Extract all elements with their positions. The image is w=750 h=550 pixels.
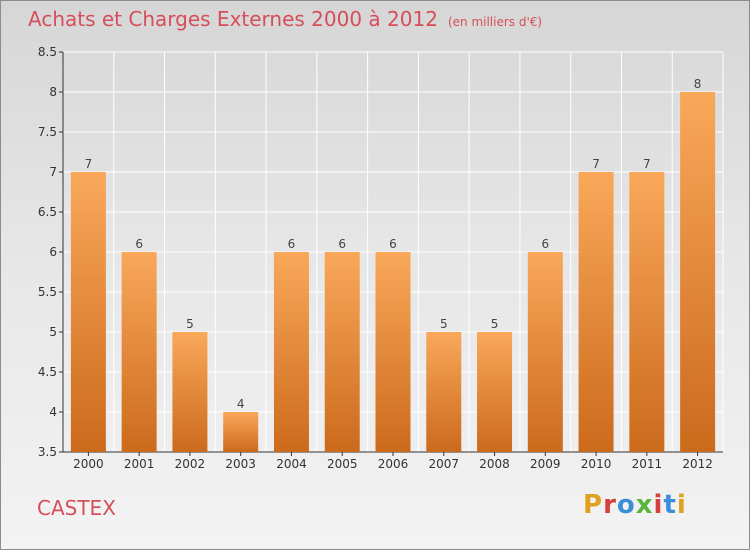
logo-letter: r (603, 490, 617, 520)
bars (70, 92, 716, 452)
x-tick-label-2012: 2012 (682, 457, 713, 471)
data-label-2003: 4 (237, 397, 245, 411)
data-label-2011: 7 (643, 157, 651, 171)
y-tick-label: 3.5 (38, 445, 57, 459)
labels: 3.5 4 4.5 5 5.5 6 6.5 7 7.5 8 8.5 7 2000 6 2001 5 2002 4 2… (38, 45, 713, 471)
bar-2000 (70, 172, 106, 452)
data-label-2009: 6 (541, 237, 549, 251)
data-label-2012: 8 (694, 77, 702, 91)
chart-subtitle: (en milliers d'€) (447, 15, 543, 29)
bar-2001 (121, 252, 157, 452)
proxiti-logo[interactable]: Proxiti (583, 490, 687, 520)
title-text: Achats et Charges Externes 2000 à 2012 (28, 7, 438, 31)
x-tick-label-2001: 2001 (124, 457, 155, 471)
bar-2005 (324, 252, 360, 452)
logo-letter: t (663, 490, 677, 520)
data-label-2006: 6 (389, 237, 397, 251)
x-tick-label-2009: 2009 (530, 457, 561, 471)
bar-2002 (172, 332, 208, 452)
bar-2007 (426, 332, 462, 452)
x-tick-label-2000: 2000 (73, 457, 104, 471)
y-tick-label: 8.5 (38, 45, 57, 59)
logo-letter: x (635, 490, 654, 520)
y-tick-label: 4.5 (38, 365, 57, 379)
commune-name: CASTEX (37, 496, 116, 520)
data-label-2007: 5 (440, 317, 448, 331)
logo-letter: i (653, 490, 664, 520)
bar-2011 (629, 172, 665, 452)
x-tick-label-2006: 2006 (378, 457, 409, 471)
bar-chart: 3.5 4 4.5 5 5.5 6 6.5 7 7.5 8 8.5 7 2000 6 2001 5 2002 4 2… (38, 45, 724, 471)
y-tick-label: 6.5 (38, 205, 57, 219)
data-label-2004: 6 (288, 237, 296, 251)
x-tick-label-2010: 2010 (581, 457, 612, 471)
bar-2008 (477, 332, 513, 452)
chart-title: Achats et Charges Externes 2000 à 2012 (e… (28, 7, 542, 31)
y-tick-label: 5.5 (38, 285, 57, 299)
data-label-2002: 5 (186, 317, 194, 331)
x-tick-label-2007: 2007 (428, 457, 459, 471)
x-tick-label-2005: 2005 (327, 457, 358, 471)
x-tick-label-2002: 2002 (175, 457, 206, 471)
x-tick-label-2004: 2004 (276, 457, 307, 471)
bar-2004 (273, 252, 309, 452)
data-label-2001: 6 (135, 237, 143, 251)
y-tick-label: 5 (49, 325, 57, 339)
y-tick-label: 7 (49, 165, 57, 179)
x-tick-label-2003: 2003 (225, 457, 256, 471)
bar-2006 (375, 252, 411, 452)
data-label-2010: 7 (592, 157, 600, 171)
x-tick-label-2011: 2011 (632, 457, 663, 471)
x-tick-label-2008: 2008 (479, 457, 510, 471)
bar-2009 (527, 252, 563, 452)
y-tick-label: 6 (49, 245, 57, 259)
y-tick-label: 8 (49, 85, 57, 99)
logo-letter: o (616, 490, 636, 520)
y-tick-label: 4 (49, 405, 57, 419)
bar-2010 (578, 172, 614, 452)
bar-2003 (223, 412, 259, 452)
data-label-2005: 6 (338, 237, 346, 251)
bar-2012 (680, 92, 716, 452)
data-label-2008: 5 (491, 317, 499, 331)
logo-letter: P (583, 490, 604, 520)
data-label-2000: 7 (85, 157, 93, 171)
y-tick-label: 7.5 (38, 125, 57, 139)
logo-letter: i (676, 490, 687, 520)
